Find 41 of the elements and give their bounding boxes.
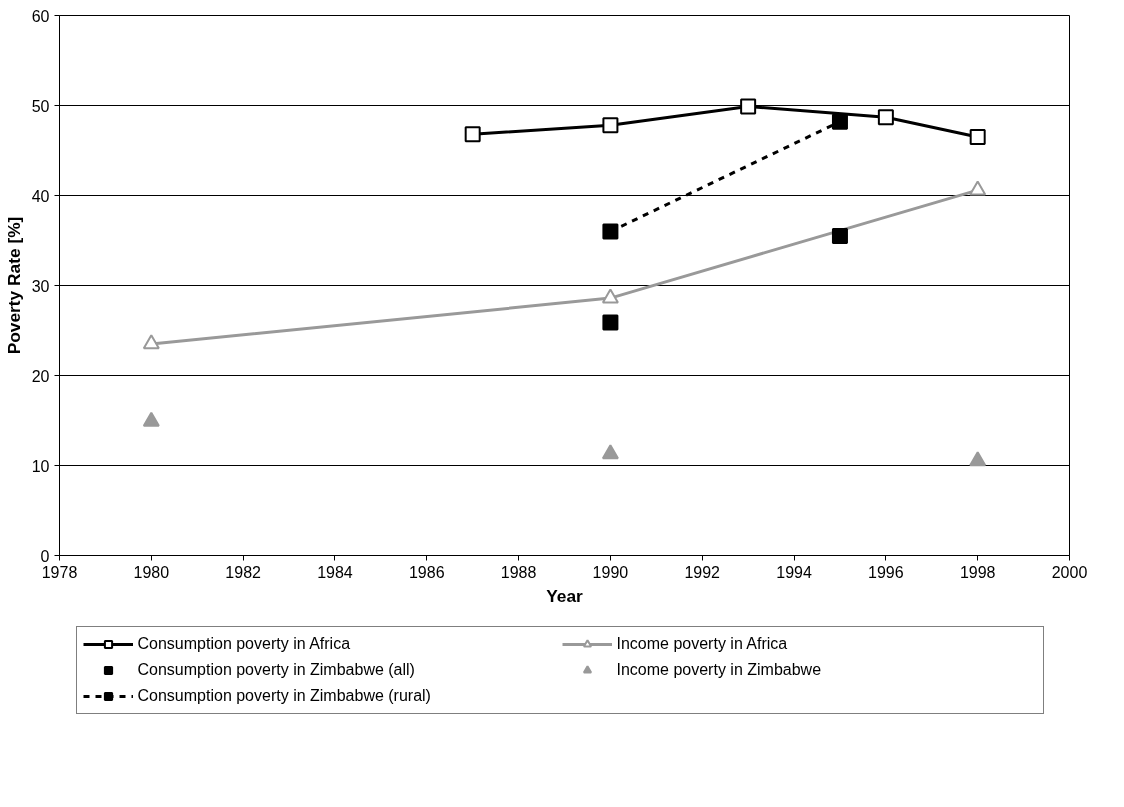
x-tick-label: 1994 <box>776 563 812 581</box>
y-tick-label: 50 <box>31 97 50 115</box>
x-tick-label: 1980 <box>133 563 170 581</box>
point <box>969 129 986 145</box>
point <box>969 451 987 467</box>
point <box>602 117 619 134</box>
point <box>602 314 619 331</box>
x-tick-label: 1992 <box>684 563 721 581</box>
legend-label: Consumption poverty in Zimbabwe (rural) <box>137 686 432 706</box>
point <box>601 444 619 460</box>
legend-label: Income poverty in Zimbabwe <box>616 660 823 680</box>
point <box>601 288 619 304</box>
x-tick-label: 1982 <box>225 563 262 581</box>
point <box>969 180 987 196</box>
x-tick-label: 1984 <box>317 563 353 581</box>
y-axis-title: Poverty Rate [%] <box>3 216 24 355</box>
x-tick-label: 2000 <box>1051 563 1088 581</box>
point <box>831 113 848 130</box>
x-tick-label: 1978 <box>41 563 78 581</box>
x-tick-label: 1986 <box>408 563 445 581</box>
x-axis-title: Year <box>546 585 584 606</box>
x-tick-label: 1990 <box>592 563 629 581</box>
y-tick-label: 30 <box>31 277 50 295</box>
point <box>877 109 894 126</box>
point <box>740 98 757 115</box>
x-tick-label: 1988 <box>500 563 537 581</box>
point <box>602 223 619 240</box>
legend-label: Consumption poverty in Africa <box>137 634 352 654</box>
point <box>142 411 160 427</box>
y-tick-label: 60 <box>31 7 50 25</box>
point <box>831 228 848 244</box>
y-tick-label: 20 <box>31 367 50 385</box>
legend-label: Consumption poverty in Zimbabwe (all) <box>137 660 416 680</box>
y-tick-label: 0 <box>40 547 50 565</box>
x-tick-label: 1998 <box>959 563 996 581</box>
y-tick-label: 10 <box>31 457 50 475</box>
x-tick-label: 1996 <box>868 563 904 581</box>
legend-label: Income poverty in Africa <box>616 634 789 654</box>
point <box>464 126 481 143</box>
point <box>142 334 160 350</box>
y-tick-label: 40 <box>31 187 50 205</box>
